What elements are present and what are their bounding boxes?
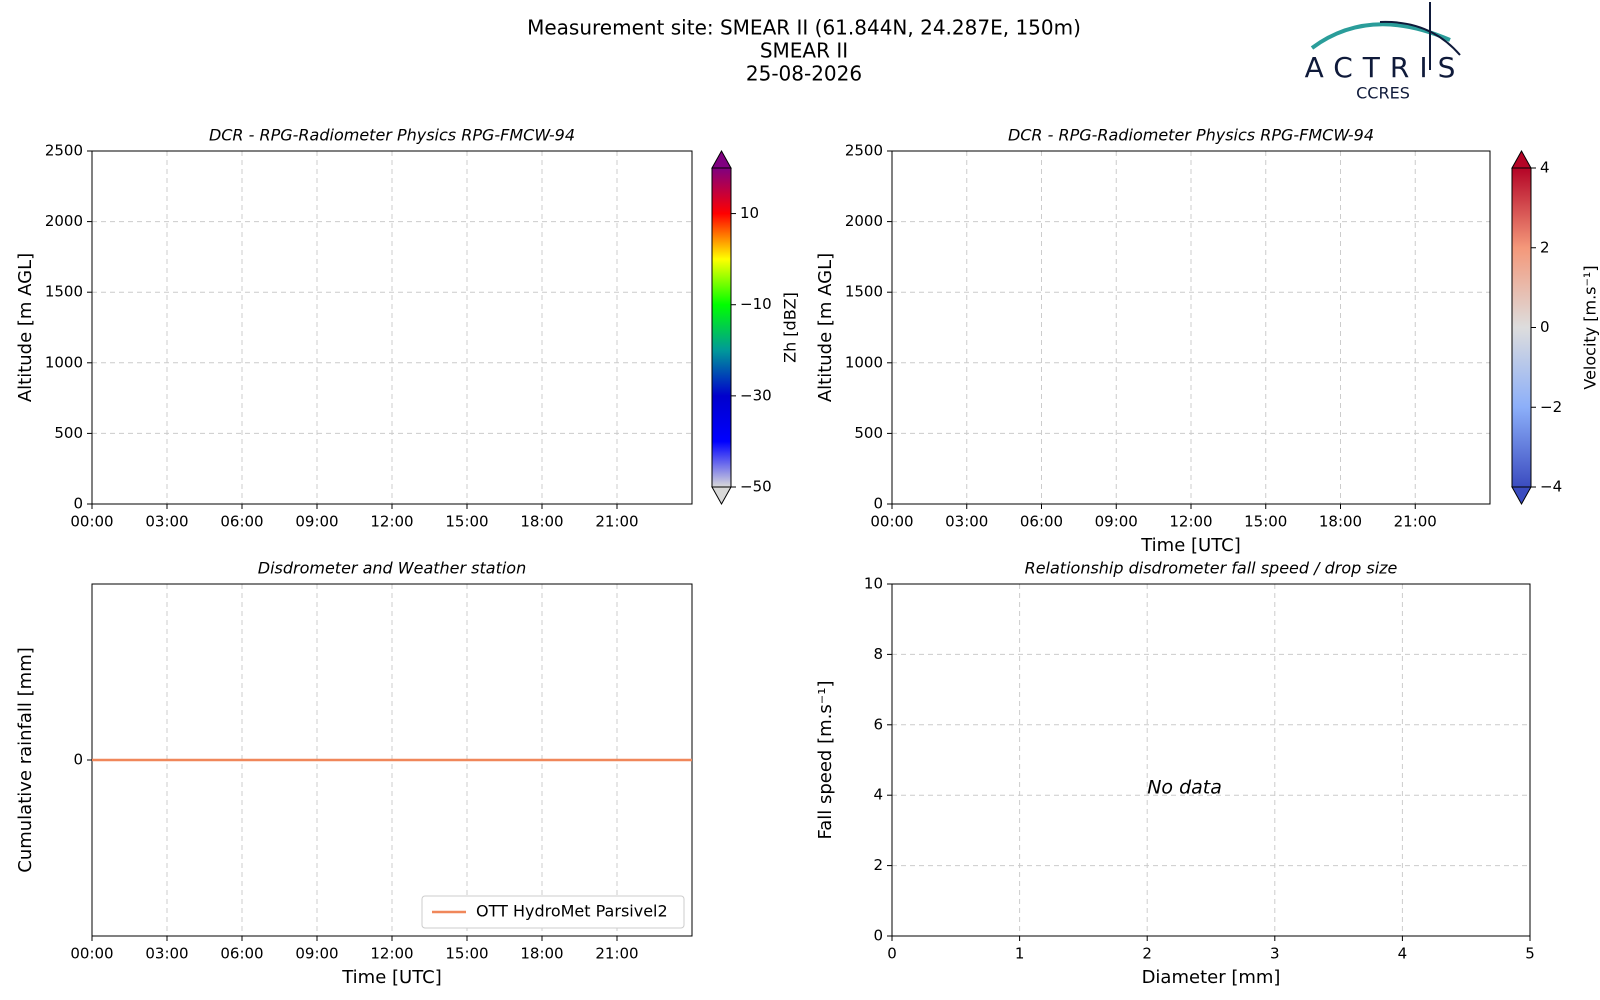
- x-tick-label: 06:00: [220, 945, 263, 963]
- subplot-title: DCR - RPG-Radiometer Physics RPG-FMCW-94: [1008, 126, 1374, 145]
- y-tick-label: 10: [864, 575, 883, 593]
- x-tick-label: 09:00: [295, 945, 338, 963]
- colorbar-extend: [711, 486, 732, 506]
- colorbar-tick-label: −10: [740, 295, 772, 313]
- colorbar-label: Velocity [m.s⁻¹]: [1581, 265, 1600, 389]
- x-axis-label: Time [UTC]: [1140, 535, 1241, 556]
- logo-name: ACTRIS: [1305, 51, 1466, 84]
- y-tick-label: 1500: [845, 283, 883, 301]
- colorbar: [711, 167, 732, 488]
- y-tick-label: 8: [873, 645, 883, 663]
- y-tick-label: 0: [873, 927, 883, 945]
- x-tick-label: 3: [1270, 945, 1280, 963]
- colorbar-tick-label: −4: [1540, 478, 1562, 496]
- subplot-title: Relationship disdrometer fall speed / dr…: [1025, 559, 1398, 578]
- title-line: Measurement site: SMEAR II (61.844N, 24.…: [527, 16, 1081, 40]
- y-axis-label: Fall speed [m.s⁻¹]: [815, 681, 836, 840]
- x-tick-label: 21:00: [1394, 513, 1437, 531]
- y-axis-label: Altitude [m AGL]: [15, 253, 36, 402]
- x-tick-label: 15:00: [445, 513, 488, 531]
- y-axis-label: Altitude [m AGL]: [815, 253, 836, 402]
- colorbar-tick-label: 4: [1540, 159, 1550, 177]
- x-axis-label: Time [UTC]: [341, 967, 442, 988]
- y-tick-label: 500: [54, 424, 83, 442]
- x-tick-label: 12:00: [370, 945, 413, 963]
- x-tick-label: 0: [887, 945, 897, 963]
- y-tick-label: 0: [73, 751, 83, 769]
- y-axis-label: Cumulative rainfall [mm]: [15, 647, 36, 873]
- colorbar-tick-label: −2: [1540, 398, 1562, 416]
- x-tick-label: 4: [1398, 945, 1408, 963]
- colorbar-tick-label: −50: [740, 478, 772, 496]
- x-tick-label: 06:00: [1020, 513, 1063, 531]
- legend-box: [421, 895, 685, 929]
- y-tick-label: 0: [873, 495, 883, 513]
- colorbar: [1511, 167, 1532, 488]
- y-tick-label: 2500: [845, 142, 883, 160]
- y-tick-label: 500: [854, 424, 883, 442]
- x-axis-label: Diameter [mm]: [1142, 967, 1281, 988]
- plot-frame: [891, 150, 1491, 505]
- title-line: SMEAR II: [760, 39, 848, 63]
- title-line: 25-08-2026: [746, 62, 862, 86]
- logo: ACTRIS CCRES: [1305, 2, 1466, 103]
- x-tick-label: 12:00: [1169, 513, 1212, 531]
- colorbar-tick-label: 0: [1540, 318, 1550, 336]
- x-tick-label: 21:00: [595, 513, 638, 531]
- x-tick-label: 18:00: [1319, 513, 1362, 531]
- legend-label: OTT HydroMet Parsivel2: [476, 902, 668, 921]
- colorbar-tick-label: 2: [1540, 238, 1550, 256]
- colorbar-extend: [1511, 149, 1532, 169]
- y-tick-label: 1500: [45, 283, 83, 301]
- x-tick-label: 5: [1525, 945, 1535, 963]
- x-tick-label: 03:00: [145, 513, 188, 531]
- colorbar-tick-label: 10: [740, 204, 759, 222]
- x-tick-label: 09:00: [295, 513, 338, 531]
- logo-arc: [1379, 20, 1461, 56]
- x-tick-label: 03:00: [945, 513, 988, 531]
- x-tick-label: 1: [1015, 945, 1025, 963]
- y-tick-label: 1000: [45, 353, 83, 371]
- y-tick-label: 2000: [45, 212, 83, 230]
- subplot-title: DCR - RPG-Radiometer Physics RPG-FMCW-94: [209, 126, 575, 145]
- x-tick-label: 06:00: [220, 513, 263, 531]
- x-tick-label: 18:00: [520, 945, 563, 963]
- x-tick-label: 18:00: [520, 513, 563, 531]
- colorbar-label: Zh [dBZ]: [781, 292, 800, 363]
- x-tick-label: 00:00: [870, 513, 913, 531]
- x-tick-label: 03:00: [145, 945, 188, 963]
- logo-subname: CCRES: [1356, 84, 1410, 103]
- plot-frame: [91, 150, 693, 505]
- y-tick-label: 2500: [45, 142, 83, 160]
- colorbar-tick-label: −30: [740, 386, 772, 404]
- y-tick-label: 2: [873, 856, 883, 874]
- y-tick-label: 2000: [845, 212, 883, 230]
- colorbar-extend: [1511, 486, 1532, 506]
- y-tick-label: 0: [73, 495, 83, 513]
- x-tick-label: 15:00: [445, 945, 488, 963]
- annotation: No data: [1147, 777, 1222, 799]
- x-tick-label: 00:00: [70, 513, 113, 531]
- y-tick-label: 4: [873, 786, 883, 804]
- plot-area: [892, 584, 1530, 936]
- x-tick-label: 21:00: [595, 945, 638, 963]
- plot-frame: [891, 583, 1531, 937]
- subplot-title: Disdrometer and Weather station: [258, 559, 526, 578]
- x-tick-label: 15:00: [1244, 513, 1287, 531]
- y-tick-label: 6: [873, 715, 883, 733]
- x-tick-label: 2: [1142, 945, 1152, 963]
- y-tick-label: 1000: [845, 353, 883, 371]
- x-tick-label: 12:00: [370, 513, 413, 531]
- x-tick-label: 09:00: [1095, 513, 1138, 531]
- x-tick-label: 00:00: [70, 945, 113, 963]
- colorbar-extend: [711, 149, 732, 169]
